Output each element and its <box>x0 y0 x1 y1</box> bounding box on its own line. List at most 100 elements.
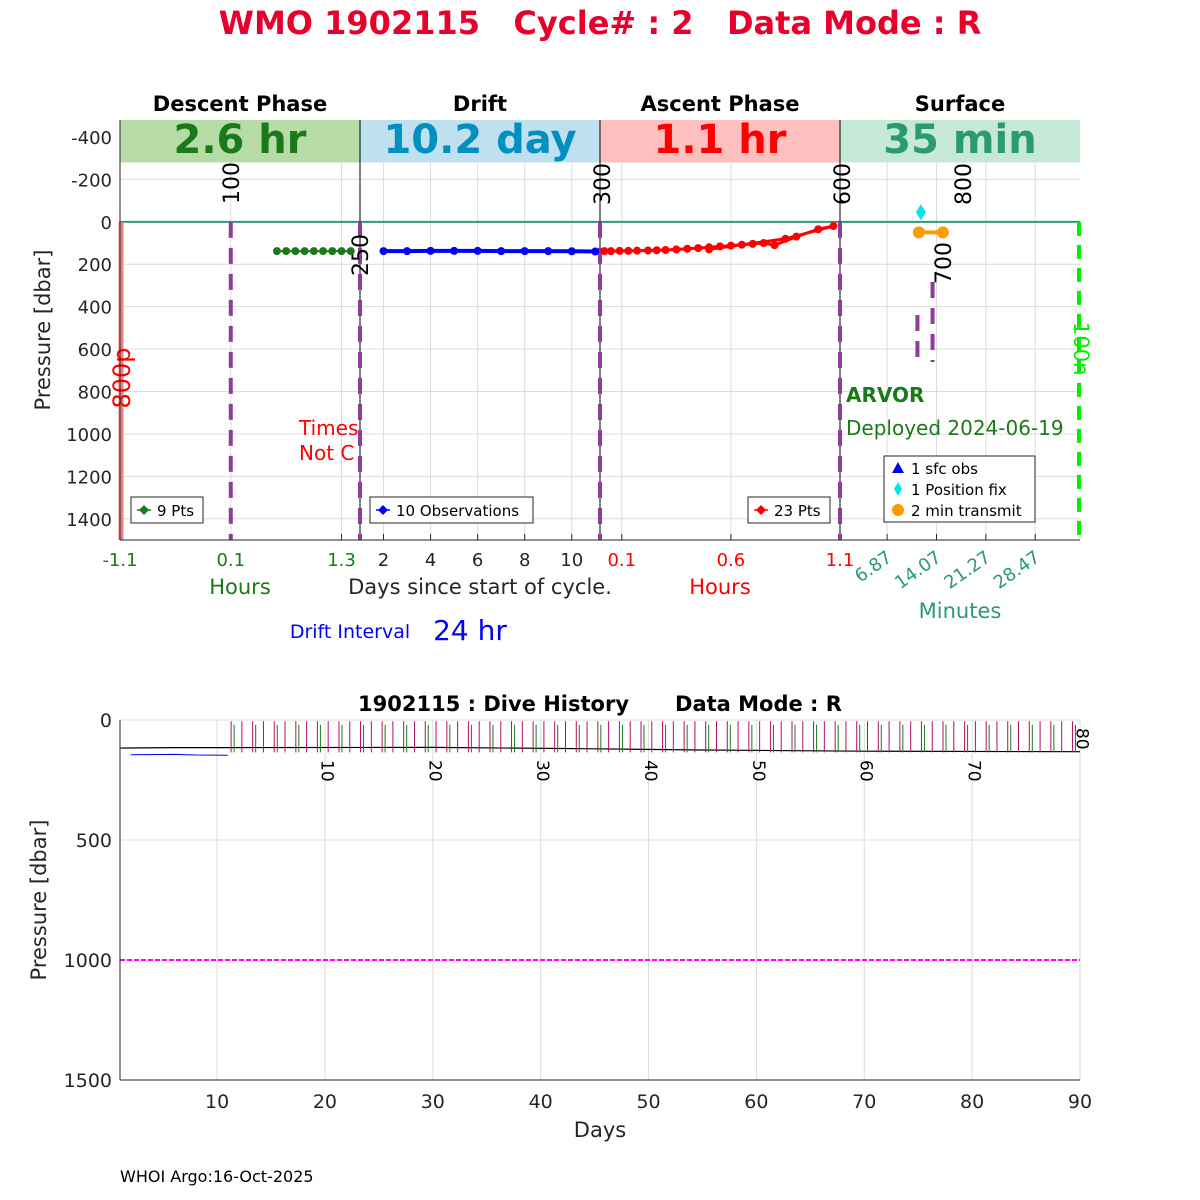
series-line-drift <box>383 248 596 254</box>
data-point-ascent <box>615 246 624 255</box>
left-pressure-label: 800p <box>108 347 136 408</box>
data-point-drift <box>403 247 412 256</box>
drift-interval-label: Drift Interval <box>290 621 410 643</box>
history-x-tick-label: 20 <box>313 1091 337 1113</box>
footer-credit: WHOI Argo:16-Oct-2025 <box>120 1167 314 1186</box>
history-x-tick-label: 60 <box>744 1091 768 1113</box>
ascent-marker-label: 600 <box>831 163 856 205</box>
y-axis-label: Pressure [dbar] <box>31 250 55 411</box>
data-point-ascent <box>644 246 652 255</box>
x-tick-label-drift: 4 <box>425 550 436 571</box>
history-x-tick-label: 50 <box>636 1091 660 1113</box>
y-tick-label: 0 <box>101 213 112 234</box>
data-point-ascent <box>781 234 790 243</box>
history-x-tick-label: 40 <box>529 1091 553 1113</box>
y-tick-label: 200 <box>78 255 112 276</box>
data-point-descent <box>346 247 355 256</box>
x-axis-label-days: Days since start of cycle. <box>348 575 612 599</box>
data-point-ascent <box>600 247 609 256</box>
x-axis-label-descent: Hours <box>209 575 271 599</box>
descent-marker-label: 100 <box>220 162 245 204</box>
data-point-descent <box>337 247 346 256</box>
x-tick-label-surface: 14.07 <box>891 547 945 594</box>
history-x-axis-label: Days <box>574 1118 626 1142</box>
legend-surface-item: 1 Position fix <box>911 481 1007 499</box>
data-point-ascent <box>737 240 746 249</box>
cycle-number-label: 70 <box>964 760 984 782</box>
y-tick-label: 1000 <box>66 425 112 446</box>
phase-header-surface: Surface <box>915 92 1005 116</box>
history-y-tick-label: 1500 <box>64 1070 112 1092</box>
data-point-descent <box>272 247 281 256</box>
surface-marker-label: 800 <box>952 163 977 205</box>
phase-header-descent: Descent Phase <box>153 92 327 116</box>
y-tick-label: 400 <box>78 298 112 319</box>
legend-drift <box>369 496 534 524</box>
data-point-descent <box>282 247 291 256</box>
x-tick-label-ascent: 0.6 <box>717 550 746 571</box>
cycle-number-label: 80 <box>1071 728 1091 750</box>
data-point-ascent <box>672 245 681 254</box>
data-point-ascent <box>624 246 633 255</box>
data-point-drift <box>544 247 553 256</box>
x-tick-label-surface: 28.47 <box>990 547 1044 594</box>
legend-marker <box>756 505 766 515</box>
data-point-ascent <box>814 225 823 234</box>
data-point-descent <box>309 247 318 256</box>
data-point-drift <box>450 246 459 255</box>
phase-duration-drift: 10.2 day <box>383 117 576 163</box>
data-point-ascent <box>606 247 615 256</box>
float-type: ARVOR <box>846 383 924 407</box>
times-note-line-2: Not C <box>299 441 354 465</box>
x-tick-label-descent: 0.1 <box>216 550 245 571</box>
phase-duration-ascent: 1.1 hr <box>654 117 787 163</box>
data-point-drift <box>497 247 506 256</box>
times-note-line-1: Times <box>298 416 358 440</box>
history-x-tick-label: 70 <box>852 1091 876 1113</box>
data-point-ascent <box>759 239 768 248</box>
legend-label-drift: 10 Observations <box>396 502 519 520</box>
y-tick-label: 1200 <box>66 467 112 488</box>
cycle-number-label: 40 <box>640 760 660 782</box>
legend-surface-item: 2 min transmit <box>911 502 1022 520</box>
data-point-ascent <box>633 246 642 255</box>
legend-triangle-icon <box>892 462 904 473</box>
history-park-trace <box>119 746 1081 753</box>
x-tick-label-surface: 6.87 <box>851 547 896 587</box>
history-x-tick-label: 10 <box>205 1091 229 1113</box>
cycle-number-label: 50 <box>748 760 768 782</box>
cycle-number-label: 30 <box>532 760 552 782</box>
data-point-ascent <box>829 222 838 231</box>
data-point-ascent <box>716 242 724 251</box>
x-axis-label-ascent: Hours <box>689 575 751 599</box>
data-point-descent <box>319 247 328 256</box>
legend-diamond-icon <box>894 482 902 496</box>
position-fix-marker <box>915 204 926 221</box>
phase-duration-descent: 2.6 hr <box>174 117 307 163</box>
x-axis-label-surface: Minutes <box>919 599 1002 623</box>
data-point-ascent <box>792 232 801 241</box>
data-point-descent <box>300 247 309 256</box>
data-point-drift <box>473 246 482 255</box>
x-tick-label-ascent: 0.1 <box>607 550 636 571</box>
cycle-number-label: 60 <box>856 760 876 782</box>
data-point-drift <box>426 246 435 255</box>
y-tick-label: -200 <box>71 170 112 191</box>
history-x-tick-label: 80 <box>960 1091 984 1113</box>
legend-surface-item: 1 sfc obs <box>911 460 978 478</box>
drift-interval-value: 24 hr <box>433 614 507 647</box>
y-tick-label: 1400 <box>66 510 112 531</box>
y-tick-label: 800 <box>78 383 112 404</box>
history-x-tick-label: 30 <box>421 1091 445 1113</box>
legend-label-ascent: 23 Pts <box>774 502 821 520</box>
ascent-marker-label: 300 <box>591 163 616 205</box>
figure-title: WMO 1902115 Cycle# : 2 Data Mode : R <box>219 4 982 42</box>
data-point-ascent <box>770 241 779 250</box>
data-point-ascent <box>705 245 714 254</box>
phase-band-surface <box>840 120 1080 163</box>
surface-marker-label: 700 <box>932 242 957 284</box>
x-tick-label-surface: 21.27 <box>940 547 994 594</box>
history-x-tick-label: 90 <box>1068 1091 1092 1113</box>
data-point-ascent <box>683 244 692 253</box>
